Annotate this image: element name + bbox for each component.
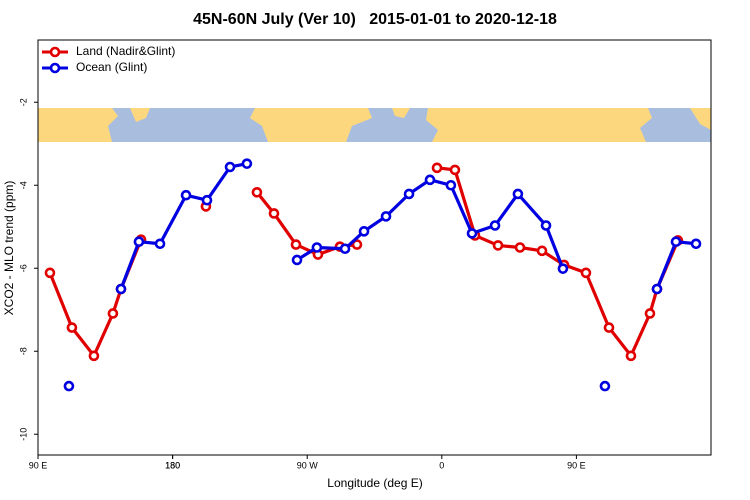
data-point [512, 188, 524, 200]
x-tick-label: 90 E [29, 460, 48, 470]
data-point [651, 283, 663, 295]
y-axis-label: XCO2 - MLO trend (ppm) [2, 181, 16, 316]
data-point [625, 350, 637, 362]
legend-marker [49, 62, 61, 74]
data-point [431, 162, 443, 174]
data-point [291, 254, 303, 266]
data-point [180, 189, 192, 201]
series-line [119, 162, 248, 290]
data-point [251, 187, 263, 198]
data-point [540, 220, 552, 231]
map-land [690, 108, 711, 130]
data-point [380, 211, 392, 222]
data-point [339, 243, 351, 255]
data-point [154, 238, 166, 250]
data-point [358, 226, 370, 237]
y-tick-label: -10 [18, 428, 28, 441]
data-point [599, 380, 611, 392]
map-land [426, 108, 652, 142]
data-point [107, 308, 119, 319]
data-point [644, 308, 656, 319]
legend-label: Land (Nadir&Glint) [76, 44, 175, 58]
data-point [445, 179, 457, 191]
data-point [670, 236, 682, 247]
y-tick-label: -2 [18, 98, 28, 106]
x-tick-label: 90 W [297, 460, 319, 470]
data-point [514, 242, 526, 253]
data-point [224, 161, 236, 173]
data-point [290, 239, 302, 250]
x-axis-label: Longitude (deg E) [327, 476, 422, 490]
x-tick-label: 0 [439, 460, 444, 470]
data-point [268, 208, 280, 219]
data-point [424, 174, 436, 186]
data-point [351, 239, 363, 250]
data-point [466, 228, 478, 239]
x-tick-label: 90 E [567, 460, 586, 470]
data-point [489, 220, 501, 231]
data-point [201, 194, 213, 206]
data-point [690, 238, 702, 250]
x-tick-label: 180 [165, 460, 180, 470]
data-point [580, 267, 592, 279]
legend-label: Ocean (Glint) [76, 60, 147, 74]
data-point [241, 158, 253, 169]
data-point [557, 263, 569, 274]
data-point [603, 322, 615, 333]
map-land [250, 108, 372, 142]
map-strip [38, 108, 711, 142]
data-point [88, 350, 100, 362]
legend-marker [49, 46, 61, 58]
data-point [133, 236, 145, 247]
data-point [536, 245, 548, 257]
y-tick-label: -4 [18, 181, 28, 189]
map-land [392, 108, 410, 118]
data-point [311, 242, 323, 253]
data-point [115, 283, 127, 295]
data-point [66, 322, 78, 333]
x-tick-label: 180 [165, 460, 180, 470]
data-point [403, 188, 415, 200]
chart-title: 45N-60N July (Ver 10) 2015-01-01 to 2020… [193, 11, 557, 28]
data-point [63, 380, 75, 392]
series-line [655, 240, 697, 290]
map-land [130, 108, 150, 122]
data-point [492, 240, 504, 251]
series-line [436, 166, 680, 358]
y-tick-label: -6 [18, 264, 28, 272]
series-line [48, 239, 143, 358]
y-tick-label: -8 [18, 347, 28, 355]
data-point [44, 267, 56, 279]
map-land [38, 108, 118, 142]
plot-frame [37, 39, 712, 456]
data-point [449, 164, 461, 176]
